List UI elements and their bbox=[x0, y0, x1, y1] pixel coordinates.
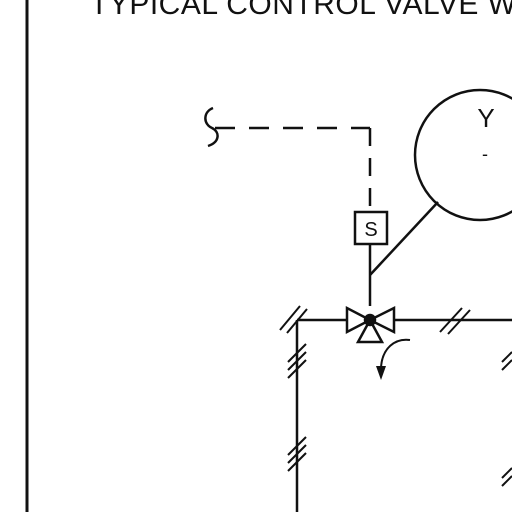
line-tick-marks-icon bbox=[279, 305, 512, 487]
instrument-sub-mark: - bbox=[482, 144, 488, 164]
drawing-title: TYPICAL CONTROL VALVE W bbox=[90, 0, 512, 21]
solenoid-label: S bbox=[364, 219, 377, 241]
instrument-bubble bbox=[413, 88, 512, 222]
flow-direction-arrow-icon bbox=[376, 338, 411, 380]
three-way-valve-icon bbox=[345, 305, 396, 344]
bubble-connector-line bbox=[369, 201, 439, 276]
signal-break-icon bbox=[204, 106, 219, 148]
instrument-letter: Y bbox=[477, 103, 494, 133]
